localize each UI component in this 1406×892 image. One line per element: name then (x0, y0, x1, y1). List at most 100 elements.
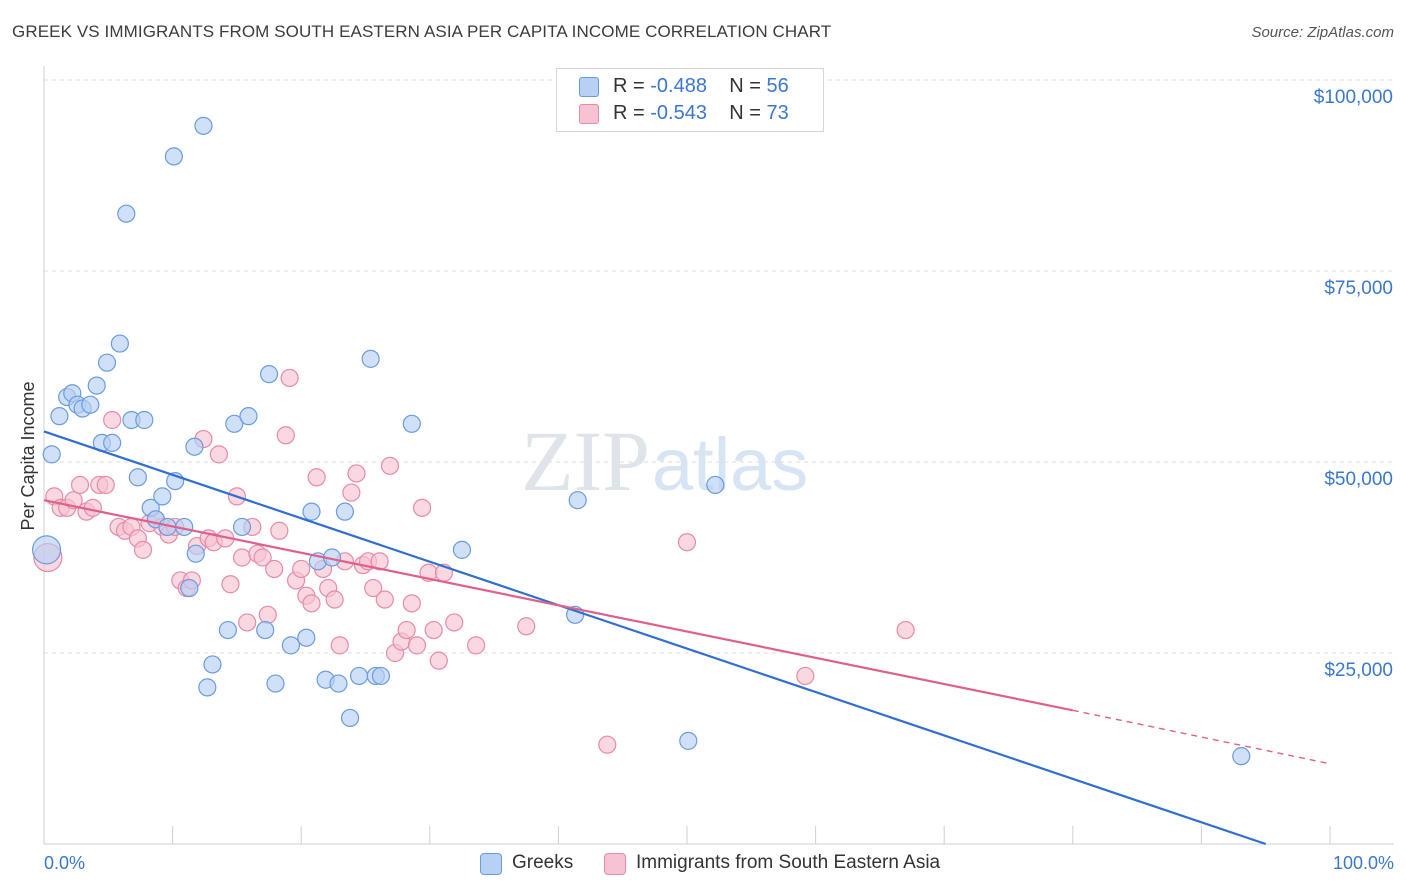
greeks-point (232, 517, 252, 537)
source-credit: Source: ZipAtlas.com (1251, 24, 1394, 41)
greeks-point (239, 407, 258, 426)
greeks-point (259, 365, 279, 384)
greeks-point (679, 731, 698, 750)
immigrants-point (598, 735, 617, 754)
greeks-r-value: -0.488 (650, 75, 707, 97)
immigrants-point (445, 613, 464, 632)
immigrants-point (796, 666, 815, 686)
greeks-point (402, 414, 421, 433)
immigrants-point (402, 594, 421, 613)
immigrants-r-label: R = (613, 102, 651, 124)
greeks-point (50, 407, 69, 426)
greeks-point (87, 376, 106, 395)
x-axis-ticks (43, 826, 1331, 844)
greeks-point (340, 708, 360, 728)
immigrants-point (270, 521, 289, 540)
greeks-point (371, 666, 391, 686)
y-tick-label-0: $25,000 (1324, 660, 1393, 681)
greeks-point (302, 502, 321, 521)
greeks-point (110, 334, 129, 353)
immigrants-point (209, 445, 228, 464)
greeks-point (198, 678, 217, 697)
greeks-point (117, 204, 136, 223)
immigrants-point (70, 475, 90, 495)
immigrants-point (133, 540, 153, 559)
immigrants-legend-swatch (604, 853, 626, 875)
immigrants-point (347, 464, 366, 483)
greeks-legend-swatch (480, 853, 502, 875)
greeks-point (335, 502, 355, 521)
greeks-point (568, 491, 587, 510)
immigrants-point (466, 636, 486, 655)
grid-lines (44, 79, 1394, 654)
x-tick-label-max: 100.0% (1333, 853, 1394, 873)
greeks-point (297, 628, 316, 647)
greeks-point (706, 475, 725, 495)
x-tick-label-min: 0.0% (44, 853, 85, 873)
immigrants-point (307, 468, 326, 487)
greeks-point (135, 410, 154, 430)
greeks-point (97, 353, 117, 372)
immigrants-point (342, 483, 361, 502)
greeks-point (81, 395, 100, 414)
greeks-point (194, 116, 213, 135)
immigrants-point (258, 605, 277, 624)
greeks-point (452, 540, 472, 559)
immigrants-point (276, 426, 295, 445)
greeks-point (180, 578, 199, 598)
immigrants-swatch (579, 104, 599, 124)
immigrants-r-value: -0.543 (650, 102, 707, 124)
y-axis-label: Per Capita Income (18, 381, 38, 530)
watermark-atlas: atlas (652, 423, 808, 506)
greeks-point (225, 414, 244, 433)
y-axis-tick-labels: $25,000 $50,000 $75,000 $100,000 (1314, 87, 1393, 681)
immigrants-point (429, 651, 448, 670)
immigrants-point (96, 475, 115, 495)
immigrants-point (424, 620, 443, 640)
immigrants-point (280, 368, 299, 388)
greeks-point (266, 674, 285, 693)
greeks-swatch (579, 77, 599, 97)
greeks-point (329, 674, 348, 693)
immigrants-point (325, 590, 344, 609)
immigrants-point (517, 617, 536, 636)
immigrants-point (896, 620, 915, 640)
greeks-point (1232, 747, 1251, 766)
greeks-point (281, 636, 301, 655)
immigrants-point (412, 498, 432, 517)
greeks-point (218, 620, 237, 640)
y-tick-label-3: $100,000 (1314, 87, 1393, 108)
immigrants-point (397, 620, 416, 640)
immigrants-point (292, 559, 311, 579)
greeks-point (128, 468, 147, 487)
immigrants-legend-label: Immigrants from South Eastern Asia (636, 852, 941, 873)
immigrants-point (375, 590, 394, 609)
greeks-legend-label: Greeks (512, 852, 574, 873)
immigrants-n-label: N = (729, 102, 767, 124)
immigrants-point (407, 636, 427, 655)
greeks-point (185, 437, 204, 456)
greeks-point (361, 349, 380, 368)
immigrants-point (253, 548, 272, 567)
immigrants-point (103, 410, 122, 430)
chart-title: GREEK VS IMMIGRANTS FROM SOUTH EASTERN A… (12, 22, 832, 41)
greeks-point (256, 620, 275, 640)
greeks-point (203, 655, 222, 674)
immigrants-point (677, 533, 697, 552)
watermark-zip: ZIP (521, 413, 650, 509)
immigrants-trend-line-extension (1072, 709, 1331, 765)
stats-legend: R = -0.488 N = 56 R = -0.543 N = 73 (556, 68, 824, 132)
y-tick-label-1: $50,000 (1324, 469, 1393, 490)
greeks-trend-line (43, 430, 1267, 846)
immigrants-point (232, 548, 252, 567)
greeks-n-value: 56 (766, 75, 789, 97)
greeks-point (164, 147, 183, 166)
immigrants-point (364, 578, 383, 598)
immigrants-point (302, 594, 321, 613)
immigrants-point (380, 456, 400, 475)
greeks-point (42, 445, 61, 464)
greeks-point (31, 535, 62, 565)
immigrants-n-value: 73 (766, 102, 789, 124)
immigrants-point (238, 613, 257, 632)
